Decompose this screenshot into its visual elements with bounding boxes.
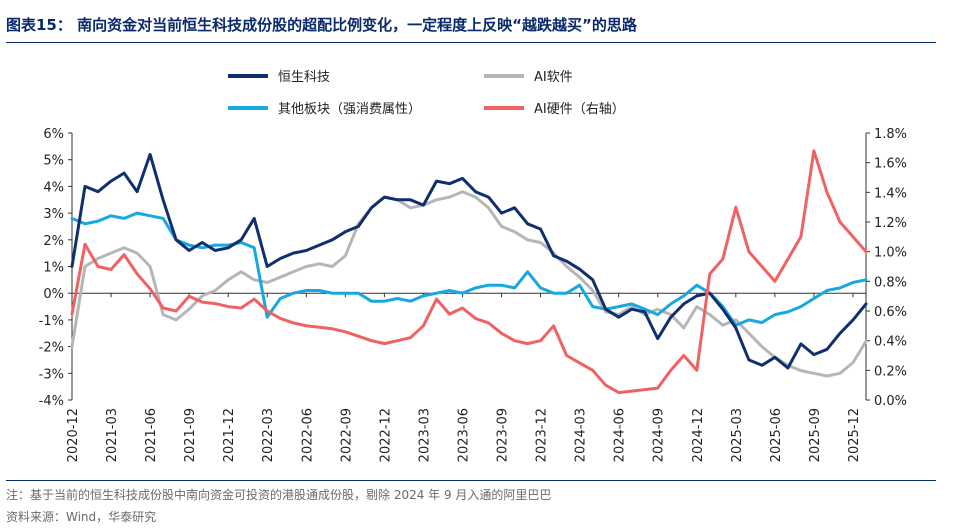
left-tick-label: 6% xyxy=(43,127,64,142)
x-tick-label: 2020-12 xyxy=(66,408,81,462)
left-tick-label: 3% xyxy=(43,207,64,222)
x-tick-label: 2022-06 xyxy=(300,408,315,462)
series-line-2 xyxy=(70,211,868,327)
right-tick-label: 0.8% xyxy=(874,275,907,290)
right-tick-label: 0.2% xyxy=(874,364,907,379)
right-tick-label: 1.8% xyxy=(874,127,907,142)
right-tick-label: 1.6% xyxy=(874,157,907,172)
left-tick-label: 0% xyxy=(43,287,64,302)
series-line-0 xyxy=(70,152,868,370)
x-tick-label: 2021-12 xyxy=(222,408,237,462)
source-note: 资料来源：Wind，华泰研究 xyxy=(6,510,157,524)
title-underline xyxy=(6,42,936,43)
x-tick-label: 2024-12 xyxy=(691,408,706,462)
x-tick-label: 2023-03 xyxy=(417,408,432,462)
x-tick-label: 2025-06 xyxy=(769,408,784,462)
legend-label-2: 其他板块（强消费属性） xyxy=(278,102,421,117)
axes: 6% 5% 4% 3% 2% 1% 0% -1% -2% -3% -4% 1.8% 1.6% 1.4% 1.… xyxy=(39,127,907,462)
left-tick-label: -1% xyxy=(39,314,64,329)
left-tick-label: 4% xyxy=(43,180,64,195)
x-tick-label: 2025-12 xyxy=(847,408,862,462)
x-tick-label: 2022-03 xyxy=(261,408,276,462)
series-line-3 xyxy=(70,149,868,395)
left-tick-label: 5% xyxy=(43,154,64,169)
x-tick-label: 2023-06 xyxy=(456,408,471,462)
x-tick-label: 2021-09 xyxy=(183,408,198,462)
right-tick-label: 1.2% xyxy=(874,216,907,231)
legend-label-3: AI硬件（右轴） xyxy=(534,102,625,117)
left-tick-label: -4% xyxy=(39,394,64,409)
left-tick-label: -3% xyxy=(39,367,64,382)
series-group xyxy=(70,149,868,395)
x-tick-label: 2021-03 xyxy=(105,408,120,462)
left-tick-label: -2% xyxy=(39,341,64,356)
right-tick-label: 1.0% xyxy=(874,246,907,261)
left-tick-label: 1% xyxy=(43,261,64,276)
right-tick-label: 1.4% xyxy=(874,186,907,201)
legend-label-0: 恒生科技 xyxy=(278,70,330,85)
x-tick-label: 2021-06 xyxy=(144,408,159,462)
footer-rule xyxy=(6,480,936,481)
x-tick-label: 2024-06 xyxy=(613,408,628,462)
x-tick-label: 2023-12 xyxy=(535,408,550,462)
series-line-1 xyxy=(70,190,868,378)
x-tick-label: 2024-09 xyxy=(652,408,667,462)
x-tick-label: 2025-09 xyxy=(808,408,823,462)
left-tick-label: 2% xyxy=(43,234,64,249)
x-tick-label: 2022-09 xyxy=(339,408,354,462)
right-tick-label: 0.6% xyxy=(874,305,907,320)
right-tick-label: 0.0% xyxy=(874,394,907,409)
x-tick-label: 2023-09 xyxy=(496,408,511,462)
legend-label-1: AI软件 xyxy=(534,70,573,85)
chart-title: 图表15： 南向资金对当前恒生科技成份股的超配比例变化，一定程度上反映“越跌越买… xyxy=(6,16,637,34)
footnote: 注：基于当前的恒生科技成份股中南向资金可投资的港股通成份股，剔除 2024 年 … xyxy=(6,488,552,502)
right-tick-label: 0.4% xyxy=(874,335,907,350)
x-tick-label: 2025-03 xyxy=(730,408,745,462)
x-tick-label: 2022-12 xyxy=(378,408,393,462)
x-tick-label: 2024-03 xyxy=(574,408,589,462)
